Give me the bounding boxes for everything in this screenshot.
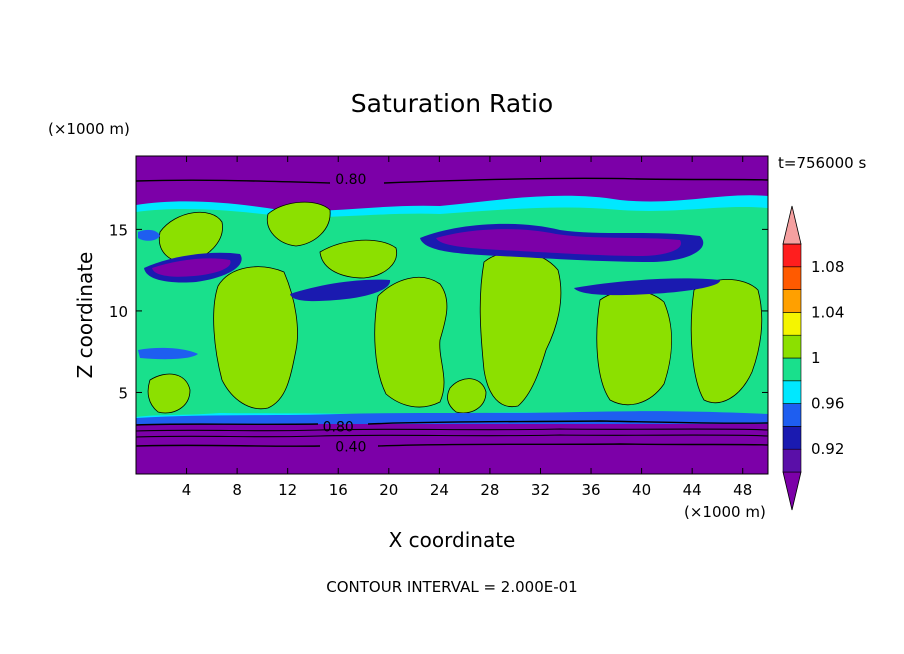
colorbar-swatch [782,334,802,359]
colorbar-swatch [782,403,802,427]
x-tick-label: 48 [733,481,752,499]
y-tick-label: 5 [118,384,128,402]
colorbar-tick-label: 0.92 [811,440,844,458]
x-tick-label: 8 [232,481,242,499]
x-tick-label: 4 [182,481,192,499]
field-dry-pocket [436,229,681,256]
time-label: t=756000 s [778,154,866,172]
contour-line-lower-2 [136,434,768,438]
field-plume [319,239,397,279]
colorbar-tick-label: 1 [811,349,821,367]
x-tick-label: 24 [430,481,449,499]
x-tick-label: 44 [683,481,702,499]
field-plume [447,378,487,414]
field-dry-pocket [138,229,160,241]
colorbar-swatch [782,357,802,382]
y-axis-label: Z coordinate [73,252,97,379]
colorbar-swatch [782,266,802,290]
colorbar-tick-label: 0.96 [811,395,844,413]
y-tick-label: 10 [109,303,128,321]
colorbar-swatch [782,448,802,473]
colorbar-swatch [782,426,802,450]
plot-frame [135,155,769,475]
contour-label: 0.80 [323,420,354,436]
colorbar: 0.92 0.96 1 1.04 1.08 [782,205,844,511]
field-dry-pocket [290,279,391,302]
contour-line-lower-1 [136,428,768,432]
field-plume [596,290,672,406]
x-tick-label: 32 [531,481,550,499]
field-plume [213,266,298,410]
colorbar-over-triangle [782,205,802,245]
field-dry-pocket [574,278,721,296]
colorbar-tick-label: 1.08 [811,258,844,276]
x-tick-label: 28 [480,481,499,499]
contour-line-0.40 [136,443,768,447]
field-plume [690,279,763,404]
colorbar-swatch [782,243,802,268]
x-tick-label: 16 [329,481,348,499]
field-plume [479,251,562,408]
chart-title: Saturation Ratio [351,89,553,118]
x-axis-label: X coordinate [389,528,516,552]
contour-label: 0.80 [335,172,366,188]
contour-line-0.80-lower [136,420,768,426]
x-tick-label: 40 [632,481,651,499]
field-plume [374,276,448,408]
x-units-label: (×1000 m) [684,503,766,521]
x-tick-label: 20 [379,481,398,499]
field-plume [147,373,191,414]
y-tick-label: 15 [109,221,128,239]
x-tick-label: 12 [278,481,297,499]
field-dry-pocket [152,258,231,277]
field-plume [158,211,223,263]
contour-interval-label: CONTOUR INTERVAL = 2.000E-01 [326,578,577,596]
field-plume [266,201,331,247]
contour-label: 0.40 [335,439,366,455]
colorbar-swatch [782,289,802,313]
colorbar-swatch [782,380,802,404]
colorbar-swatch [782,312,802,336]
y-units-label: (×1000 m) [48,120,130,138]
contour-line-0.80-upper [136,177,768,184]
x-tick-label: 36 [581,481,600,499]
plot-area: 0.80 0.80 0.40 [136,156,768,474]
colorbar-under-triangle [782,471,802,511]
colorbar-tick-label: 1.04 [811,303,844,321]
field-dry-pocket [138,347,198,360]
